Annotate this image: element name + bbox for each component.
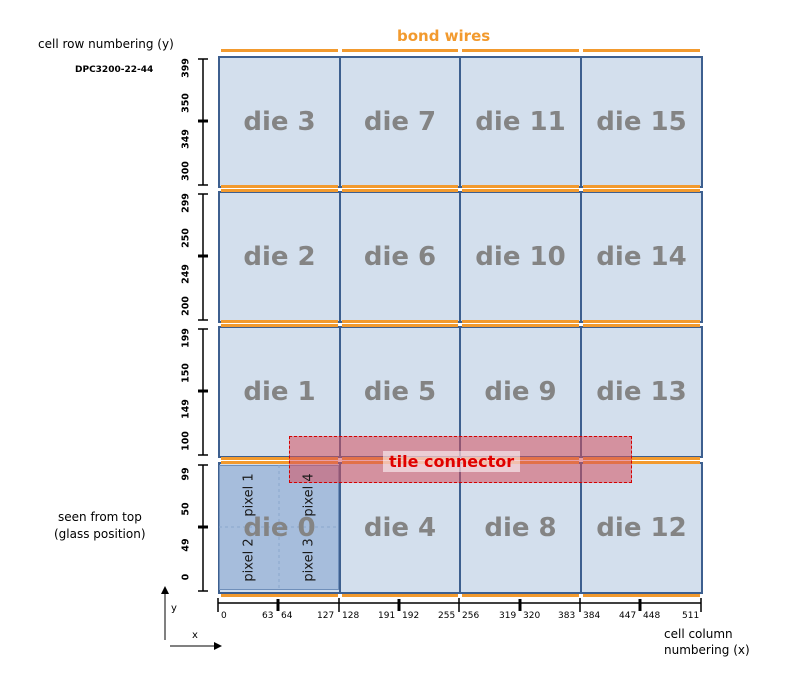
die-label: die 4 <box>363 513 437 543</box>
x-tick-label: 384 <box>583 611 601 621</box>
die-label: die 7 <box>363 107 437 137</box>
bond-wire <box>462 594 579 597</box>
bond-wire <box>221 324 338 327</box>
bond-wire <box>583 49 700 52</box>
bond-wire <box>221 461 338 464</box>
x-tick-label: 127 <box>317 611 335 621</box>
column-numbering-label-2: numbering (x) <box>664 643 750 657</box>
axis-x-label: x <box>192 630 198 641</box>
die-label: die 12 <box>596 513 687 543</box>
bond-wire <box>462 185 579 188</box>
tile-connector-label: tile connector <box>383 451 521 472</box>
die-14: die 14 <box>580 191 703 323</box>
bond-wire <box>583 594 700 597</box>
die-label: die 0 <box>243 513 316 543</box>
bond-wire <box>342 49 458 52</box>
bond-wire <box>583 324 700 327</box>
die-label: die 1 <box>243 377 316 407</box>
bond-wire <box>462 320 579 323</box>
die-label: die 8 <box>484 513 557 543</box>
die-label: die 14 <box>596 242 687 272</box>
x-tick-label: 256 <box>462 611 480 621</box>
x-tick-label: 128 <box>342 611 360 621</box>
x-tick-label: 447 <box>619 611 637 621</box>
bond-wire <box>342 320 458 323</box>
die-8: die 8 <box>459 462 582 594</box>
bond-wire <box>221 189 338 192</box>
column-numbering-label-1: cell column <box>664 627 733 641</box>
bond-wire <box>462 189 579 192</box>
x-tick-label: 191 <box>378 611 396 621</box>
x-tick-label: 511 <box>682 611 700 621</box>
glass-position-label: (glass position) <box>54 527 146 541</box>
device-id-label: DPC3200-22-44 <box>75 65 154 75</box>
axis-y-label: y <box>171 603 177 614</box>
bond-wire <box>583 320 700 323</box>
pixel-label-1: pixel 1 <box>241 473 257 517</box>
x-tick-label: 383 <box>558 611 576 621</box>
bond-wire <box>342 324 458 327</box>
x-tick-label: 255 <box>438 611 456 621</box>
x-tick-label: 320 <box>523 611 541 621</box>
die-2: die 2 <box>218 191 341 323</box>
x-tick-label: 0 <box>221 611 227 621</box>
die-4: die 4 <box>339 462 461 594</box>
die-label: die 3 <box>243 107 316 137</box>
bond-wire <box>583 185 700 188</box>
bond-wire <box>221 320 338 323</box>
x-tick-label: 63 <box>262 611 274 621</box>
die-15: die 15 <box>580 56 703 188</box>
x-tick-label: 64 <box>281 611 293 621</box>
bond-wire <box>221 185 338 188</box>
bond-wire <box>342 185 458 188</box>
bond-wire <box>342 594 458 597</box>
bond-wire <box>342 189 458 192</box>
die-label: die 6 <box>363 242 437 272</box>
pixel-label-3: pixel 3 <box>301 538 317 582</box>
pixel-label-2: pixel 2 <box>241 538 257 582</box>
die-label: die 11 <box>475 107 566 137</box>
pixel-label-4: pixel 4 <box>301 473 317 517</box>
x-tick-label: 192 <box>402 611 420 621</box>
bond-wire <box>583 457 700 460</box>
bond-wire <box>221 49 338 52</box>
bond-wire <box>583 189 700 192</box>
x-tick-label: 448 <box>643 611 661 621</box>
die-label: die 13 <box>596 377 687 407</box>
bond-wire <box>462 324 579 327</box>
die-label: die 9 <box>484 377 557 407</box>
die-10: die 10 <box>459 191 582 323</box>
die-label: die 5 <box>363 377 437 407</box>
row-numbering-label: cell row numbering (y) <box>38 37 174 51</box>
die-label: die 15 <box>596 107 687 137</box>
die-7: die 7 <box>339 56 461 188</box>
bond-wire <box>583 461 700 464</box>
seen-from-top-label: seen from top <box>58 510 142 524</box>
die-label: die 2 <box>243 242 316 272</box>
x-tick-label: 319 <box>499 611 517 621</box>
bond-wire <box>221 457 338 460</box>
die-label: die 10 <box>475 242 566 272</box>
bond-wire <box>462 49 579 52</box>
bond-wire <box>221 594 338 597</box>
bond-wires-title: bond wires <box>397 27 491 45</box>
